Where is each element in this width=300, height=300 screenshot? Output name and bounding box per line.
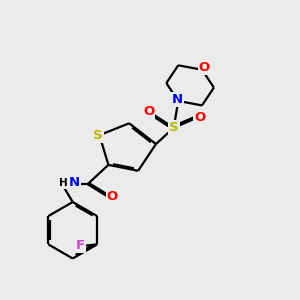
Text: N: N — [69, 176, 80, 189]
Text: N: N — [172, 93, 183, 106]
Text: S: S — [169, 121, 178, 134]
Text: F: F — [76, 239, 85, 252]
Text: O: O — [194, 111, 206, 124]
Text: O: O — [199, 61, 210, 74]
Text: S: S — [93, 129, 103, 142]
Text: H: H — [59, 178, 68, 188]
Text: O: O — [143, 105, 154, 118]
Text: O: O — [106, 190, 118, 203]
